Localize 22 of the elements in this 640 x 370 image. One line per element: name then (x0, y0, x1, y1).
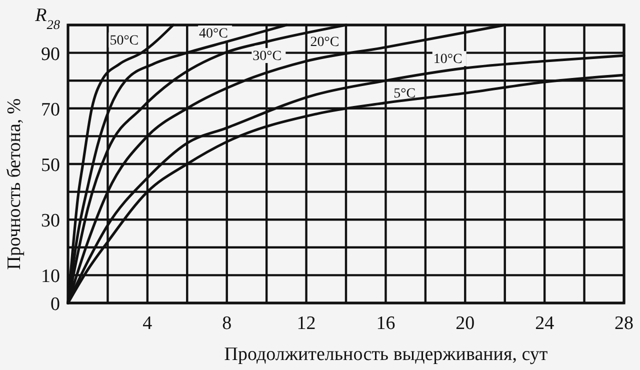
y-tick-label: 30 (41, 210, 60, 232)
y-tick-label: 50 (41, 155, 60, 176)
x-tick-label: 8 (222, 313, 232, 334)
x-tick-label: 4 (142, 313, 153, 334)
text: R$_{28}$ (34, 5, 60, 32)
x-tick-label: 28 (614, 313, 634, 334)
y-tick-label: 0 (50, 294, 60, 315)
y-tick-label: 70 (41, 99, 60, 120)
series-label: 20°C (310, 34, 340, 50)
series-label: 5°C (394, 86, 416, 102)
x-tick-label: 20 (456, 313, 475, 334)
y-tick-label: 10 (41, 266, 60, 288)
x-axis-title: Продолжительность выдерживания, сут (224, 344, 548, 365)
x-tick-label: 16 (376, 313, 396, 334)
y-tick-label: 90 (41, 44, 60, 65)
x-tick-label: 12 (296, 313, 316, 334)
series-label: 50°C (110, 33, 139, 48)
series-label: 10°C (433, 52, 462, 68)
series-label: 40°C (199, 26, 228, 42)
x-tick-label: 24 (535, 313, 555, 334)
series-label: 30°C (252, 49, 282, 64)
y-axis-title: Прочность бетона, % (4, 98, 25, 270)
